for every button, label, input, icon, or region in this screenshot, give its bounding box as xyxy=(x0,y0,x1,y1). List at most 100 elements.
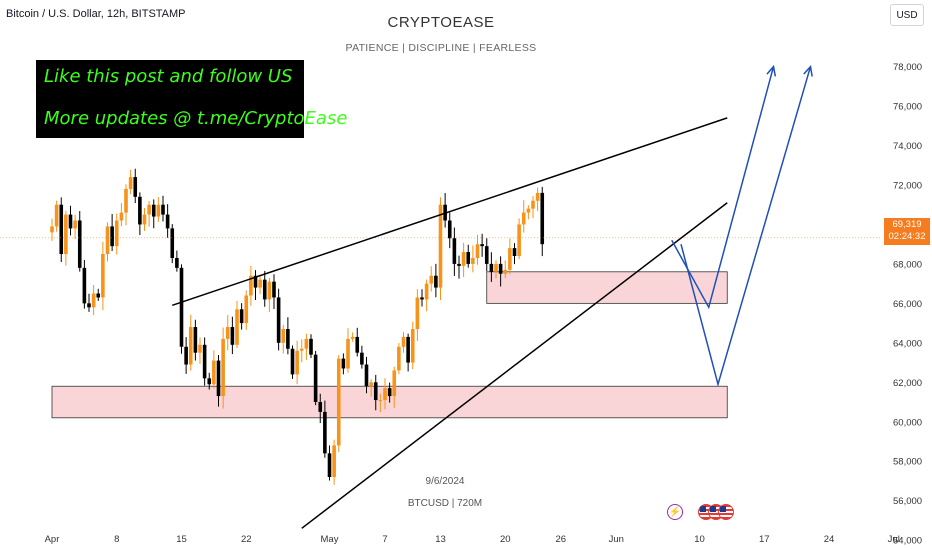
candle[interactable] xyxy=(438,197,443,301)
candle[interactable] xyxy=(341,353,346,375)
candle[interactable] xyxy=(170,224,175,264)
candle[interactable] xyxy=(494,260,498,279)
candle[interactable] xyxy=(295,340,299,385)
candle[interactable] xyxy=(202,337,207,386)
candle[interactable] xyxy=(249,266,253,306)
candle[interactable] xyxy=(239,303,244,330)
candle[interactable] xyxy=(225,314,230,351)
candle[interactable] xyxy=(290,345,295,379)
candle[interactable] xyxy=(299,339,304,363)
candle[interactable] xyxy=(161,195,165,222)
candle[interactable] xyxy=(128,169,133,195)
candle[interactable] xyxy=(434,263,438,298)
candle[interactable] xyxy=(373,374,378,411)
candle[interactable] xyxy=(50,218,54,241)
candle[interactable] xyxy=(235,300,239,348)
candle[interactable] xyxy=(508,238,512,275)
currency-selector[interactable]: USD xyxy=(890,4,924,26)
candle[interactable] xyxy=(96,288,101,301)
candle[interactable] xyxy=(114,213,119,255)
candle[interactable] xyxy=(443,193,447,228)
candle[interactable] xyxy=(272,274,276,310)
candle[interactable] xyxy=(244,290,249,330)
candle[interactable] xyxy=(216,354,221,407)
candle[interactable] xyxy=(461,242,466,278)
candle[interactable] xyxy=(364,356,369,394)
candle[interactable] xyxy=(392,366,397,408)
candle[interactable] xyxy=(457,255,461,279)
candle[interactable] xyxy=(91,285,96,316)
candle[interactable] xyxy=(207,372,212,390)
candle[interactable] xyxy=(484,238,489,272)
upper-trendline[interactable] xyxy=(172,117,728,307)
candle[interactable] xyxy=(151,199,156,229)
candle[interactable] xyxy=(304,333,309,360)
candle[interactable] xyxy=(383,378,387,410)
candle[interactable] xyxy=(503,260,508,279)
projection-path-shallow[interactable] xyxy=(671,66,775,310)
candle[interactable] xyxy=(350,332,355,342)
candle[interactable] xyxy=(323,400,327,458)
candle[interactable] xyxy=(531,195,535,219)
candle[interactable] xyxy=(64,210,68,266)
candle[interactable] xyxy=(73,214,77,240)
candle[interactable] xyxy=(332,439,336,485)
candle[interactable] xyxy=(526,205,531,220)
candle[interactable] xyxy=(142,208,147,231)
resistance-zone[interactable] xyxy=(486,271,728,304)
candle[interactable] xyxy=(480,233,484,257)
candle[interactable] xyxy=(276,288,281,351)
candle[interactable] xyxy=(420,289,424,307)
candle[interactable] xyxy=(165,204,170,238)
candle[interactable] xyxy=(267,277,272,313)
candle[interactable] xyxy=(179,264,184,354)
candle[interactable] xyxy=(221,327,225,409)
us-flag-event-icon[interactable] xyxy=(718,504,734,520)
candle[interactable] xyxy=(184,337,188,374)
candle[interactable] xyxy=(193,319,198,361)
candle[interactable] xyxy=(253,270,258,300)
candle[interactable] xyxy=(336,355,341,452)
candle[interactable] xyxy=(327,445,332,481)
candle[interactable] xyxy=(119,203,124,227)
candle[interactable] xyxy=(397,342,401,375)
candle[interactable] xyxy=(447,212,452,249)
candle[interactable] xyxy=(258,276,262,295)
candle[interactable] xyxy=(124,184,128,226)
candle[interactable] xyxy=(489,252,494,282)
candle[interactable] xyxy=(175,250,179,272)
candle[interactable] xyxy=(82,259,87,309)
candle[interactable] xyxy=(156,197,161,222)
candle[interactable] xyxy=(87,293,91,312)
candle[interactable] xyxy=(429,266,434,292)
candle[interactable] xyxy=(512,243,517,265)
candle[interactable] xyxy=(281,324,286,354)
candle[interactable] xyxy=(540,186,545,257)
candle[interactable] xyxy=(318,393,323,424)
candle[interactable] xyxy=(54,200,59,232)
candle[interactable] xyxy=(133,168,138,204)
candle[interactable] xyxy=(147,200,151,227)
candle[interactable] xyxy=(309,334,313,358)
candle[interactable] xyxy=(360,345,364,369)
candle[interactable] xyxy=(313,350,318,406)
candle[interactable] xyxy=(452,227,457,276)
candle[interactable] xyxy=(387,382,392,403)
candle[interactable] xyxy=(212,350,216,389)
candle[interactable] xyxy=(521,200,526,233)
candle[interactable] xyxy=(346,328,350,373)
candle[interactable] xyxy=(466,244,471,268)
candle[interactable] xyxy=(424,279,429,312)
candle[interactable] xyxy=(369,379,373,397)
candle[interactable] xyxy=(498,256,503,287)
candle[interactable] xyxy=(198,337,202,364)
candle[interactable] xyxy=(535,187,540,212)
candle[interactable] xyxy=(415,289,420,341)
lower-trendline[interactable] xyxy=(301,202,728,529)
candle[interactable] xyxy=(262,270,267,307)
candle[interactable] xyxy=(475,234,480,265)
projection-path-deep[interactable] xyxy=(680,66,812,388)
candle[interactable] xyxy=(517,218,521,260)
candle[interactable] xyxy=(188,314,193,371)
